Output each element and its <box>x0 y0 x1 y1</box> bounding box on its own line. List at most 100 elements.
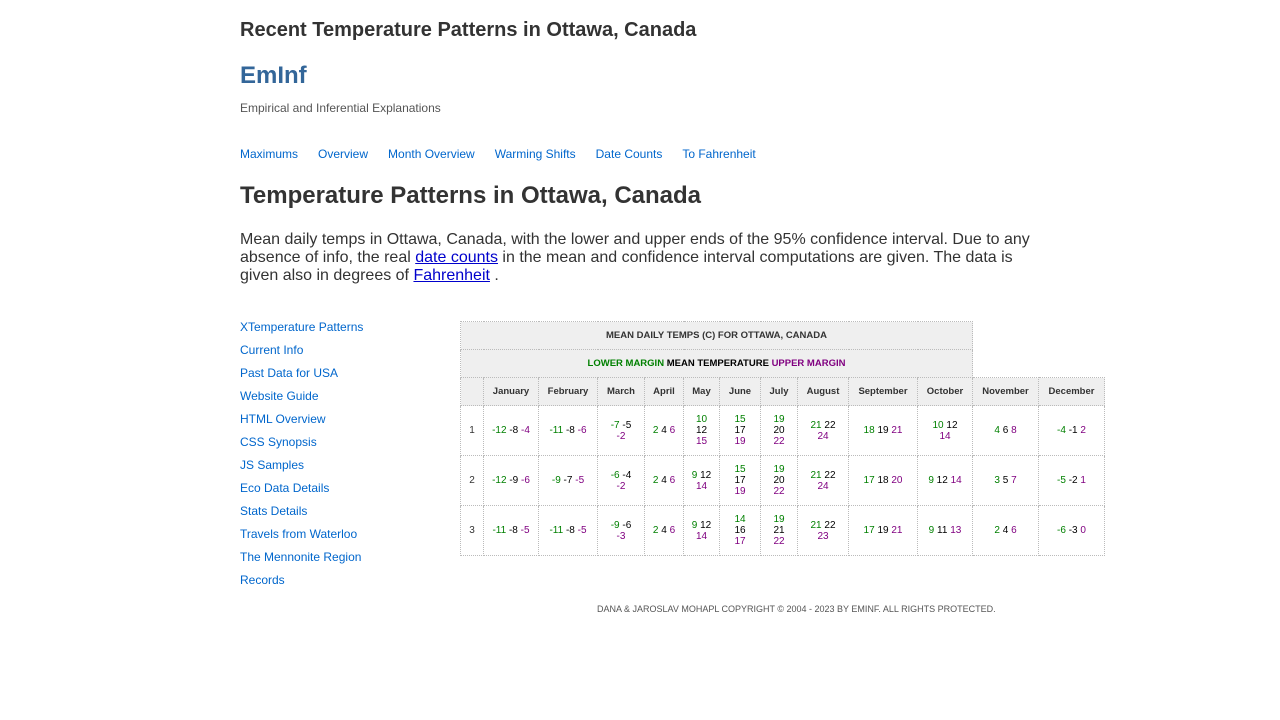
table-legend: LOWER MARGIN MEAN TEMPERATURE UPPER MARG… <box>460 349 973 378</box>
temp-cell-may: 9 12 14 <box>683 505 720 556</box>
nav-overview[interactable]: Overview <box>318 147 369 161</box>
copyright-footer: Dana & Jaroslav Mohapl Copyright © 2004 … <box>597 604 996 614</box>
lower-margin-value: -7 <box>610 419 620 431</box>
fahrenheit-link[interactable]: Fahrenheit <box>413 267 490 284</box>
mean-temp-value: 16 <box>734 525 746 536</box>
intro-text-b: in the mean and confidence interval comp… <box>240 249 1013 284</box>
temp-cell-january: -11 -8 -5 <box>483 505 539 556</box>
mean-temp-value: 5 <box>1002 475 1009 486</box>
upper-margin-value: -5 <box>577 525 587 536</box>
temp-cell-april: 2 4 6 <box>644 455 684 506</box>
lower-margin-value: 2 <box>652 475 659 486</box>
lower-margin-value: -6 <box>610 469 620 481</box>
sidebar-item-current-info[interactable]: Current Info <box>240 343 304 357</box>
lower-margin-value: 18 <box>863 425 875 436</box>
month-header-august: August <box>797 377 849 406</box>
mean-temp-value: -3 <box>1068 525 1078 536</box>
legend-mean-temperature: MEAN TEMPERATURE <box>666 358 769 369</box>
nav-month-overview[interactable]: Month Overview <box>388 147 475 161</box>
nav-warming-shifts[interactable]: Warming Shifts <box>494 147 576 161</box>
lower-margin-value: -12 <box>492 475 507 486</box>
upper-margin-value: 13 <box>950 525 962 536</box>
upper-margin-value: 6 <box>1011 525 1017 536</box>
temp-cell-september: 17 19 21 <box>848 505 918 556</box>
nav-maximums[interactable]: Maximums <box>240 147 299 161</box>
legend-upper-margin: UPPER MARGIN <box>771 358 846 369</box>
upper-margin-value: -4 <box>521 425 530 436</box>
lower-margin-value: 9 <box>691 519 698 531</box>
month-header-november: November <box>972 377 1039 406</box>
temp-cell-july: 19 20 22 <box>760 455 798 506</box>
upper-margin-value: 15 <box>695 436 708 447</box>
temp-cell-february: -11 -8 -6 <box>538 405 598 456</box>
mean-temp-value: 22 <box>824 419 836 431</box>
upper-margin-value: 6 <box>669 425 676 436</box>
lower-margin-value: 10 <box>932 419 944 431</box>
sidebar-item-html-overview[interactable]: HTML Overview <box>240 412 326 426</box>
legend-lower-margin: LOWER MARGIN <box>587 358 665 369</box>
upper-margin-value: 21 <box>891 425 903 436</box>
lower-margin-value: 17 <box>863 475 875 486</box>
lower-margin-value: 10 <box>695 414 708 425</box>
day-number-cell: 3 <box>460 505 484 556</box>
upper-margin-value: 17 <box>734 536 746 547</box>
mean-temp-value: 12 <box>700 469 712 481</box>
sidebar-item-css-synopsis[interactable]: CSS Synopsis <box>240 435 317 449</box>
lower-margin-value: -11 <box>492 525 507 536</box>
temp-cell-march: -6 -4 -2 <box>597 455 645 506</box>
temp-cell-september: 17 18 20 <box>848 455 918 506</box>
mean-temp-value: 21 <box>773 525 785 536</box>
mean-temp-value: 18 <box>877 475 889 486</box>
sidebar-item-stats-details[interactable]: Stats Details <box>240 504 308 518</box>
lower-margin-value: 15 <box>734 414 746 425</box>
sidebar-item-mennonite-region[interactable]: The Mennonite Region <box>240 550 362 564</box>
sidebar-item-records[interactable]: Records <box>240 573 285 587</box>
brand-logo-link[interactable]: EmInf <box>240 62 307 89</box>
nav-date-counts[interactable]: Date Counts <box>595 147 663 161</box>
lower-margin-value: -12 <box>492 425 507 436</box>
nav-to-fahrenheit[interactable]: To Fahrenheit <box>682 147 756 161</box>
upper-margin-value: 8 <box>1011 425 1017 436</box>
temp-cell-august: 21 22 24 <box>797 405 849 456</box>
month-header-march: March <box>597 377 645 406</box>
table-caption: MEAN DAILY TEMPS (C) FOR OTTAWA, CANADA <box>460 321 973 350</box>
sidebar-item-js-samples[interactable]: JS Samples <box>240 458 305 472</box>
temp-cell-june: 15 17 19 <box>719 455 761 506</box>
mean-temp-value: 19 <box>877 425 889 436</box>
mean-temp-value: 4 <box>661 475 667 486</box>
mean-temp-value: 19 <box>877 525 889 536</box>
temp-cell-october: 10 12 14 <box>917 405 973 456</box>
temp-cell-april: 2 4 6 <box>644 505 684 556</box>
upper-margin-value: 14 <box>950 475 962 486</box>
mean-temp-value: -5 <box>622 419 632 431</box>
lower-margin-value: 15 <box>734 464 746 475</box>
upper-margin-value: 24 <box>817 430 829 442</box>
mean-temp-value: 12 <box>936 475 948 486</box>
sidebar-item-xtemperature-patterns[interactable]: XTemperature Patterns <box>240 320 364 334</box>
month-header-july: July <box>760 377 798 406</box>
lower-margin-value: 2 <box>994 525 1000 536</box>
upper-margin-value: 20 <box>891 475 903 486</box>
sidebar-item-eco-data-details[interactable]: Eco Data Details <box>240 481 330 495</box>
temp-cell-may: 9 12 14 <box>683 455 720 506</box>
temp-cell-august: 21 22 23 <box>797 505 849 556</box>
sidebar-item-website-guide[interactable]: Website Guide <box>240 389 319 403</box>
lower-margin-value: -11 <box>549 425 564 436</box>
table-row: 1 -12 -8 -4 -11 -8 -6 -7 -5 -2 2 4 6 10 12 15 15 1… <box>460 405 1105 456</box>
mean-temp-value: 12 <box>700 519 712 531</box>
lower-margin-value: 21 <box>810 419 822 431</box>
sidebar-item-travels-waterloo[interactable]: Travels from Waterloo <box>240 527 358 541</box>
upper-margin-value: 23 <box>817 530 829 542</box>
lower-margin-value: 2 <box>652 425 659 436</box>
date-counts-link[interactable]: date counts <box>415 249 498 266</box>
mean-temp-value: -2 <box>1068 475 1078 486</box>
mean-temp-value: 4 <box>661 425 667 436</box>
temp-cell-december: -5 -2 1 <box>1038 455 1105 506</box>
lower-margin-value: 9 <box>928 525 935 536</box>
temp-cell-july: 19 20 22 <box>760 405 798 456</box>
upper-margin-value: 14 <box>695 530 708 542</box>
temp-cell-april: 2 4 6 <box>644 405 684 456</box>
lower-margin-value: 21 <box>810 469 822 481</box>
sidebar-item-past-data-usa[interactable]: Past Data for USA <box>240 366 339 380</box>
mean-temp-value: 22 <box>824 469 836 481</box>
